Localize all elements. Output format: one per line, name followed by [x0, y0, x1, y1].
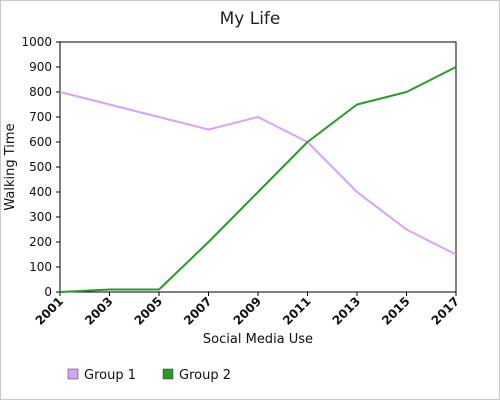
x-tick-label: 2003 [82, 294, 116, 328]
chart-title: My Life [220, 9, 281, 29]
y-tick-label: 500 [29, 160, 52, 174]
legend-swatch [67, 368, 79, 380]
y-tick-label: 0 [44, 285, 52, 299]
y-tick-label: 800 [29, 85, 52, 99]
x-axis: 2001 2003 2005 2007 2009 2011 2013 2015 2017 [33, 292, 463, 328]
x-tick-label: 2011 [280, 294, 314, 328]
y-tick-label: 900 [29, 60, 52, 74]
series-lines [59, 66, 457, 293]
plot-area-border [59, 41, 457, 293]
x-tick-label: 2017 [429, 294, 463, 328]
series-line-group-1 [59, 91, 457, 256]
y-tick-label: 600 [29, 135, 52, 149]
legend: Group 1 Group 2 [67, 368, 231, 383]
x-tick-label: 2009 [231, 294, 265, 328]
x-tick-label: 2007 [181, 294, 215, 328]
y-tick-label: 400 [29, 185, 52, 199]
y-tick-label: 300 [29, 210, 52, 224]
y-tick-label: 700 [29, 110, 52, 124]
x-tick-label: 2015 [379, 294, 413, 328]
x-tick-label: 2005 [132, 294, 166, 328]
y-tick-label: 1000 [21, 35, 52, 49]
y-axis-title: Walking Time [3, 123, 18, 210]
series-line-group-2 [59, 66, 457, 293]
x-tick-label: 2001 [33, 294, 67, 328]
legend-label: Group 2 [179, 368, 231, 383]
y-tick-label: 100 [29, 260, 52, 274]
x-axis-title: Social Media Use [203, 332, 313, 347]
legend-swatch [162, 368, 174, 380]
x-tick-label: 2013 [330, 294, 364, 328]
y-axis: 0 100 200 300 400 500 600 700 800 900 1000 [21, 35, 60, 299]
y-tick-label: 200 [29, 235, 52, 249]
legend-label: Group 1 [84, 368, 136, 383]
